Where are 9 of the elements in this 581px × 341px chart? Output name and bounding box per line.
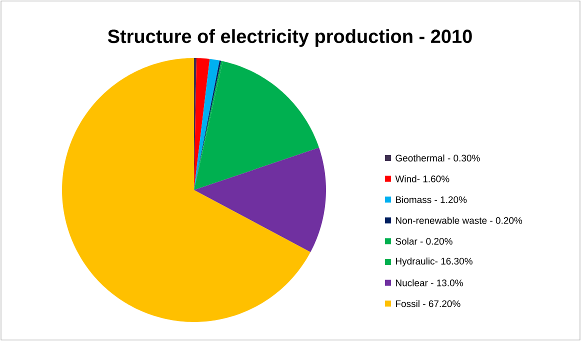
legend-label: Nuclear - 13.0% [396,279,463,286]
legend-label: Wind- 1.60% [395,175,450,182]
legend-label: Biomass - 1.20% [396,196,467,204]
legend-label: Hydraulic- 16.30% [396,258,472,266]
legend-label: Non-renewable waste - 0.20% [396,216,522,224]
legend-label: Geothermal - 0.30% [396,154,480,162]
legend-label: Fossil - 67.20% [396,300,460,308]
legend-label: Solar - 0.20% [396,238,452,245]
chart-title: Structure of electricity production - 2010 [108,29,472,47]
